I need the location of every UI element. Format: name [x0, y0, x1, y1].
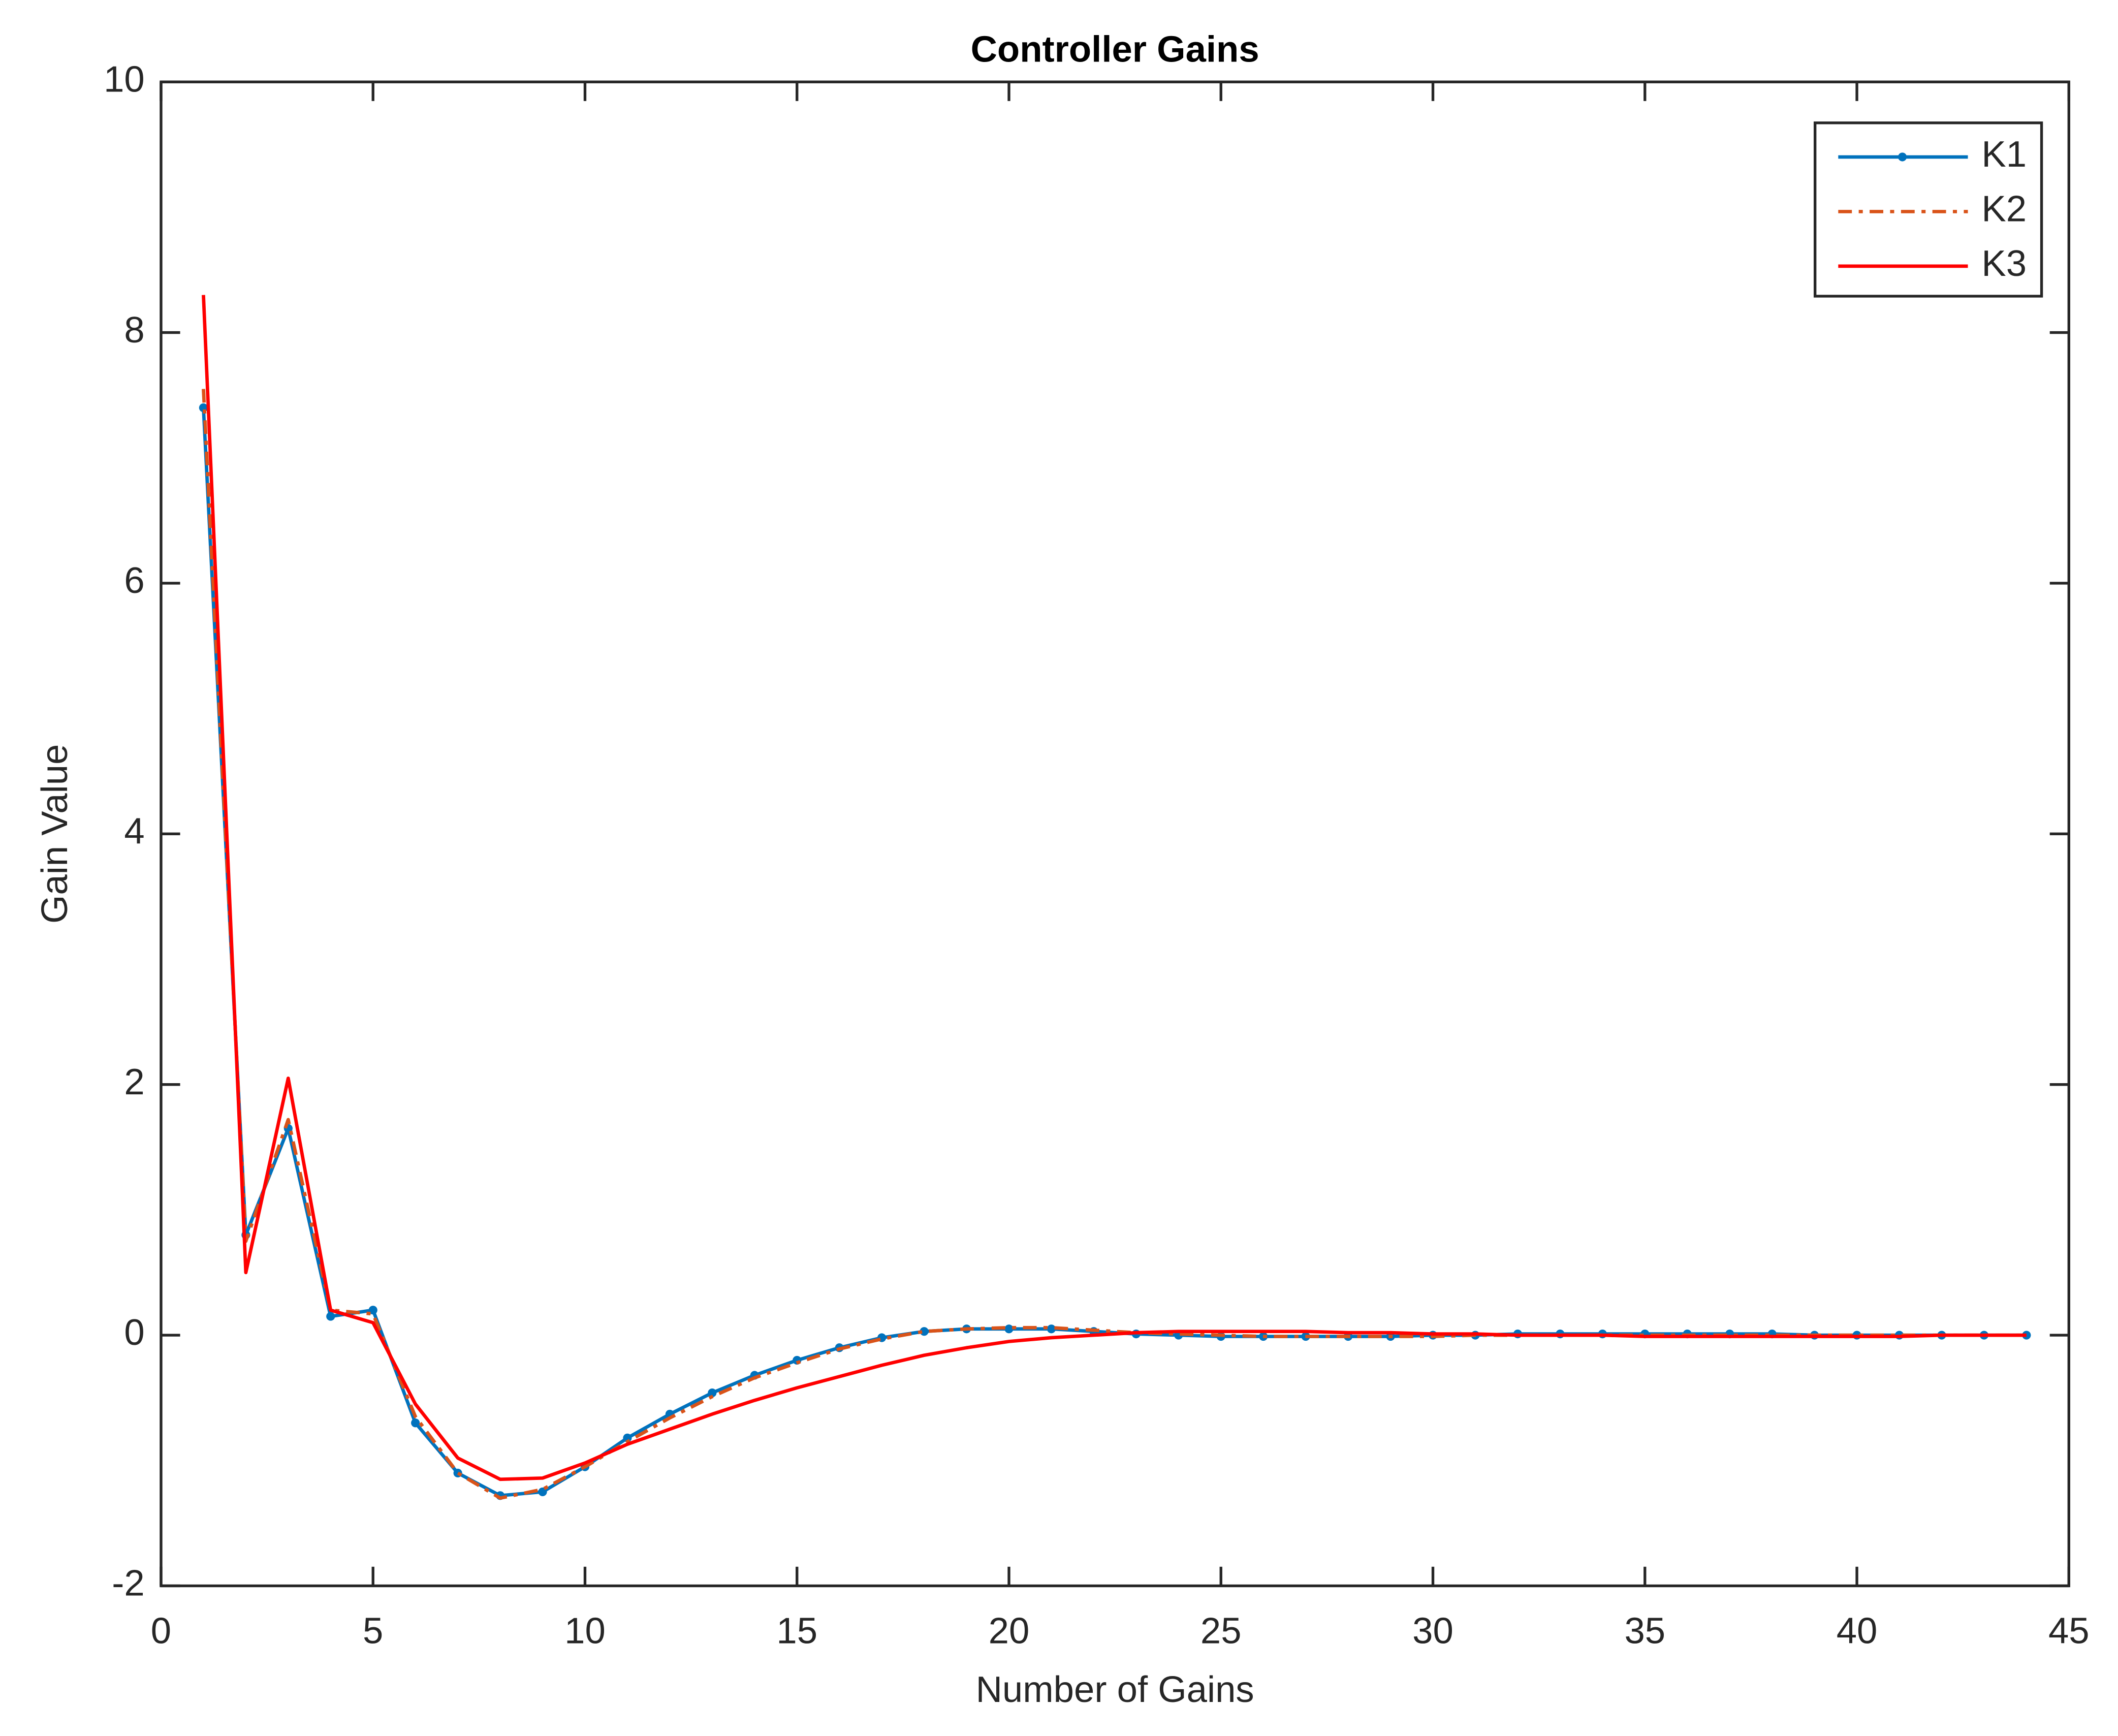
series-marker: [368, 1306, 377, 1315]
y-tick-label: 6: [124, 560, 144, 601]
legend-marker: [1898, 152, 1907, 162]
y-tick-label: 10: [104, 58, 145, 100]
series-marker: [411, 1418, 420, 1428]
x-tick-label: 40: [1837, 1611, 1878, 1652]
x-tick-label: 10: [564, 1611, 606, 1652]
series-marker: [2022, 1331, 2031, 1340]
legend-label: K2: [1981, 188, 2027, 230]
legend-label: K3: [1981, 243, 2027, 284]
y-axis-label: Gain Value: [34, 744, 75, 924]
x-tick-label: 35: [1624, 1611, 1665, 1652]
x-tick-label: 30: [1412, 1611, 1453, 1652]
y-tick-label: 4: [124, 811, 144, 852]
x-tick-label: 15: [776, 1611, 817, 1652]
y-tick-label: 0: [124, 1312, 144, 1353]
y-tick-label: 8: [124, 309, 144, 351]
axes-box: [160, 80, 2070, 1588]
series-line: [202, 295, 2027, 1481]
x-tick-label: 25: [1200, 1611, 1242, 1652]
series-marker: [920, 1327, 929, 1336]
x-tick-label: 20: [989, 1611, 1030, 1652]
y-tick-label: -2: [112, 1563, 144, 1604]
series-marker: [1004, 1324, 1014, 1334]
series-marker: [708, 1388, 717, 1398]
x-tick-label: 0: [151, 1611, 171, 1652]
legend-label: K1: [1981, 134, 2027, 175]
chart-title: Controller Gains: [971, 28, 1259, 70]
x-axis-label: Number of Gains: [976, 1669, 1254, 1710]
series-marker: [326, 1312, 335, 1321]
plot-area: [161, 82, 2069, 1586]
x-tick-label: 45: [2048, 1611, 2090, 1652]
y-tick-label: 2: [124, 1061, 144, 1102]
series-marker: [1047, 1324, 1056, 1334]
x-tick-label: 5: [363, 1611, 383, 1652]
